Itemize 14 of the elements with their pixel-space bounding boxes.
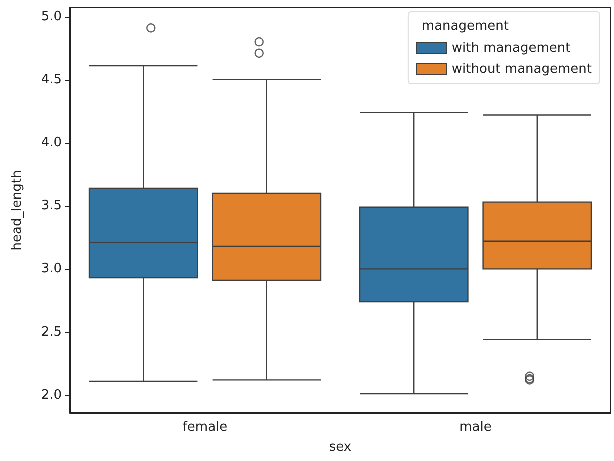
x-tick-label: male [460, 420, 492, 435]
legend-label: without management [452, 62, 592, 77]
y-tick-label: 5.0 [41, 9, 62, 24]
y-tick-label: 3.0 [41, 262, 62, 277]
y-tick-label: 4.0 [41, 136, 62, 150]
legend-title: management [422, 19, 510, 34]
y-tick-label: 3.5 [41, 198, 62, 214]
y-axis-title: head_length [10, 170, 25, 251]
x-axis-title: sex [329, 440, 352, 455]
y-tick-label: 2.0 [41, 388, 62, 403]
y-tick-label: 4.5 [41, 72, 62, 88]
y-tick-label: 2.5 [41, 324, 62, 340]
legend-label: with management [452, 41, 571, 56]
x-tick-label: female [182, 420, 228, 435]
